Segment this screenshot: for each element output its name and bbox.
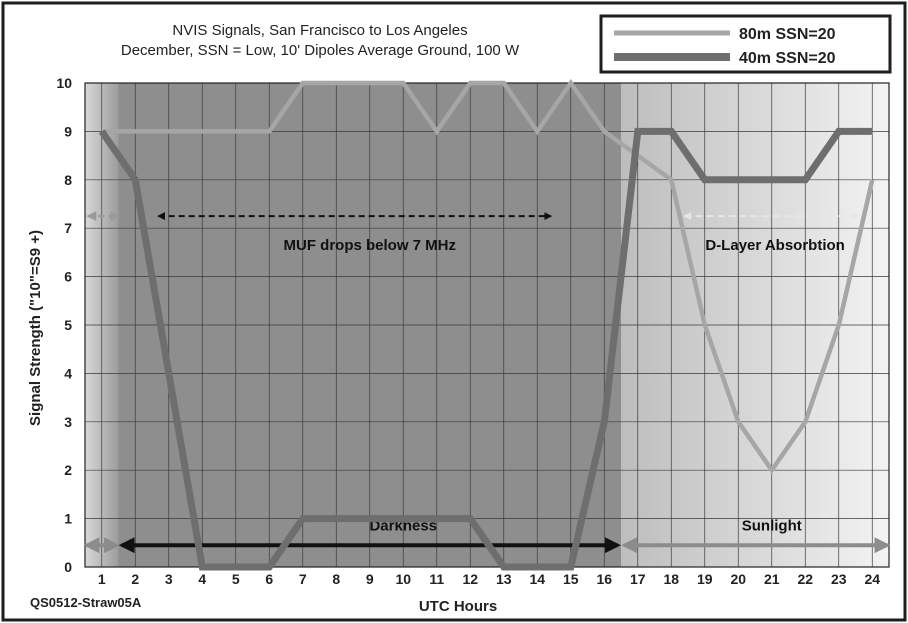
x-tick-label: 5 [232,571,240,587]
chart-subtitle: December, SSN = Low, 10' Dipoles Average… [121,42,520,59]
sunlight-label: Sunlight [742,518,802,535]
x-tick-label: 7 [299,571,307,587]
figure-credit: QS0512-Straw05A [30,595,142,610]
y-tick-label: 8 [64,172,72,188]
y-tick-label: 10 [56,75,72,91]
x-tick-label: 1 [98,571,106,587]
x-tick-label: 4 [198,571,206,587]
muf-label: MUF drops below 7 MHz [284,237,457,254]
x-tick-label: 8 [332,571,340,587]
y-tick-label: 5 [64,317,72,333]
x-tick-label: 15 [563,571,579,587]
x-tick-label: 12 [462,571,478,587]
y-tick-label: 1 [64,511,72,527]
y-tick-label: 0 [64,559,72,575]
x-tick-label: 13 [496,571,512,587]
x-tick-label: 2 [131,571,139,587]
series-line-80m [101,79,875,475]
y-tick-label: 7 [64,220,72,236]
x-tick-label: 14 [529,571,545,587]
legend-label-80m: 80m SSN=20 [739,26,836,43]
x-tick-label: 10 [395,571,411,587]
x-tick-label: 23 [831,571,847,587]
legend-label-40m: 40m SSN=20 [739,50,836,67]
y-tick-label: 9 [64,123,72,139]
legend: 80m SSN=20 40m SSN=20 [599,14,892,74]
x-tick-label: 20 [730,571,746,587]
legend-box [599,14,892,74]
chart-title: NVIS Signals, San Francisco to Los Angel… [172,22,467,39]
x-tick-label: 16 [596,571,612,587]
x-tick-label: 11 [429,571,444,587]
x-tick-label: 17 [630,571,646,587]
y-tick-label: 4 [64,365,72,381]
dlayer-label: D-Layer Absorbtion [705,237,844,254]
y-axis-label: Signal Strength ("10"=S9 +) [27,230,44,426]
x-tick-label: 21 [764,571,780,587]
y-tick-label: 6 [64,269,72,285]
y-tick-label: 2 [64,462,72,478]
series-line-40m [98,127,873,571]
y-tick-labels: 0 1 2 3 4 5 6 7 8 9 10 [56,75,72,575]
x-tick-label: 6 [265,571,273,587]
y-tick-label: 3 [64,414,72,430]
x-axis-label: UTC Hours [419,598,497,615]
x-tick-label: 3 [165,571,173,587]
x-tick-label: 18 [663,571,679,587]
x-tick-label: 24 [864,571,880,587]
x-tick-label: 19 [697,571,713,587]
x-tick-label: 22 [797,571,813,587]
x-tick-label: 9 [366,571,374,587]
annotations: MUF drops below 7 MHz D-Layer AbsorbtionD… [83,211,891,554]
series-layer [98,79,875,571]
x-tick-labels: 1 2 3 4 5 6 7 8 9 10 11 12 13 14 15 16 17 18 19 20 21 22 23 24 [98,571,880,587]
